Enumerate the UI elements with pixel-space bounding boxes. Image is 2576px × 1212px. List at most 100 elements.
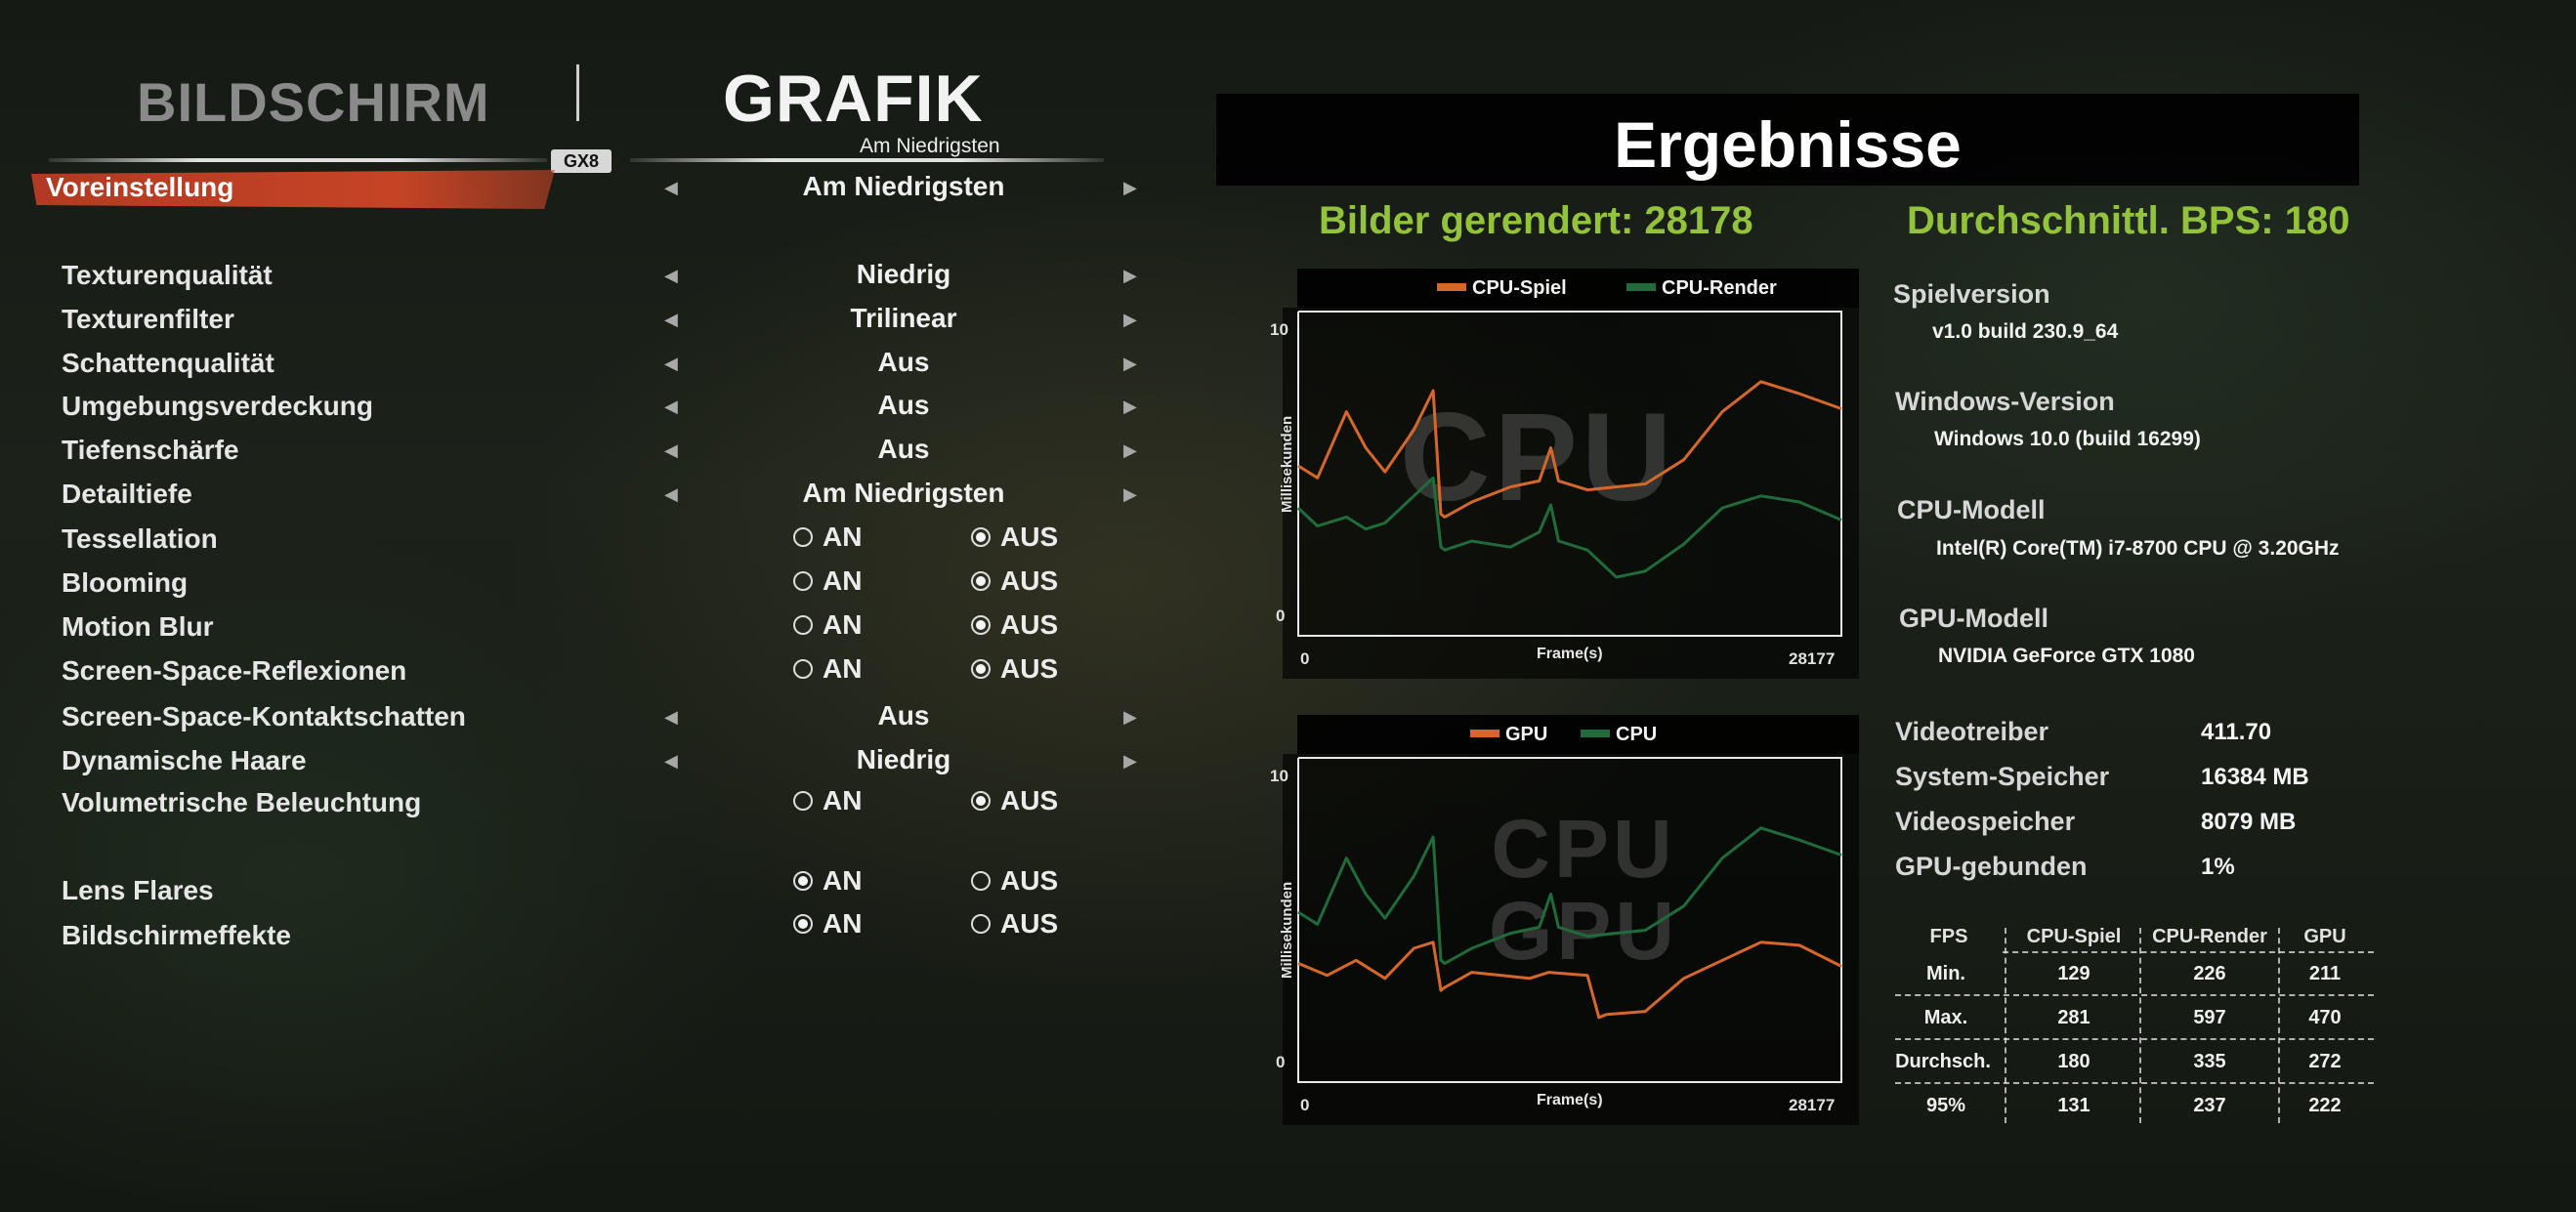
setting-row[interactable]: Texturenfilter ◀ Trilinear ▶ [0,298,1172,339]
tab-grafik[interactable]: GRAFIK [723,62,984,136]
windows-version-label: Windows-Version [1895,387,2115,416]
chart-background [1283,308,1859,679]
arrow-right-icon[interactable]: ▶ [1123,484,1137,504]
series-line-gpu [1297,940,1842,1020]
arrow-right-icon[interactable]: ▶ [1123,707,1137,727]
radio-on-icon [793,870,813,891]
legend-label: CPU [1616,724,1658,745]
radio-off-icon [971,913,991,934]
setting-row-preset[interactable]: Voreinstellung ◀ Am Niedrigsten ▶ [0,166,1172,209]
radio-aus[interactable]: AUS [971,785,1058,816]
radio-an[interactable]: AN [793,565,862,597]
setting-row: Motion Blur AN AUS [0,606,1172,647]
radio-aus[interactable]: AUS [971,522,1058,553]
arrow-left-icon[interactable]: ◀ [664,397,678,416]
fps-cell: 129 [2057,963,2090,984]
radio-an[interactable]: AN [793,908,862,940]
radio-on-icon [971,614,991,635]
fps-row-label: 95% [1925,1095,1966,1116]
arrow-right-icon[interactable]: ▶ [1123,397,1137,416]
radio-label: AUS [1000,522,1059,552]
results-title: Ergebnisse [1614,108,1962,181]
arrow-left-icon[interactable]: ◀ [664,440,678,460]
setting-label: Tiefenschärfe [62,435,239,465]
setting-label: Dynamische Haare [62,745,307,775]
arrow-right-icon[interactable]: ▶ [1123,440,1137,460]
setting-row[interactable]: Screen-Space-Kontaktschatten ◀ Aus ▶ [0,695,1172,736]
radio-off-icon [793,790,813,811]
arrow-left-icon[interactable]: ◀ [664,310,678,329]
radio-aus[interactable]: AUS [971,908,1058,940]
legend-label: CPU-Render [1662,277,1777,299]
radio-on-icon [971,570,991,591]
radio-an[interactable]: AN [793,653,862,685]
y-axis-label: Millisekunden [1279,881,1295,979]
radio-label: AN [823,565,863,596]
radio-on-icon [971,658,991,679]
fps-cell: 131 [2057,1095,2090,1116]
setting-row: Bildschirmeffekte AN AUS [0,904,1172,950]
cpu-model-label: CPU-Modell [1897,495,2046,524]
setting-row: Screen-Space-Reflexionen AN AUS [0,649,1172,690]
setting-row[interactable]: Umgebungsverdeckung ◀ Aus ▶ [0,385,1172,426]
radio-aus[interactable]: AUS [971,609,1058,641]
y-tick-label: 10 [1270,320,1288,339]
fps-cell: 226 [2193,963,2226,984]
legend-item-cpu-render: CPU-Render [1626,277,1777,300]
radio-aus[interactable]: AUS [971,653,1058,685]
arrow-left-icon[interactable]: ◀ [664,484,678,504]
legend-label: GPU [1505,724,1548,745]
table-divider [1895,1082,2374,1084]
radio-aus[interactable]: AUS [971,565,1058,597]
gpu-bound-label: GPU-gebunden [1895,852,2088,881]
setting-value: Trilinear [850,303,957,333]
radio-aus[interactable]: AUS [971,865,1058,897]
fps-cell: 597 [2193,1007,2226,1028]
gpu-bound-value: 1% [2201,854,2235,880]
tab-bildschirm[interactable]: BILDSCHIRM [137,71,490,133]
arrow-left-icon[interactable]: ◀ [664,707,678,727]
fps-header: CPU-Render [2152,926,2267,947]
arrow-left-icon[interactable]: ◀ [664,266,678,285]
arrow-right-icon[interactable]: ▶ [1123,266,1137,285]
arrow-right-icon[interactable]: ▶ [1123,751,1137,771]
arrow-right-icon[interactable]: ▶ [1123,178,1137,197]
arrow-right-icon[interactable]: ▶ [1123,354,1137,373]
radio-an[interactable]: AN [793,522,862,553]
arrow-left-icon[interactable]: ◀ [664,178,678,197]
setting-row[interactable]: Schattenqualität ◀ Aus ▶ [0,342,1172,383]
chart-background [1283,754,1859,1125]
setting-row[interactable]: Detailtiefe ◀ Am Niedrigsten ▶ [0,473,1172,514]
legend-item-cpu: CPU [1581,724,1657,746]
radio-label: AN [823,609,863,640]
setting-row[interactable]: Tiefenschärfe ◀ Aus ▶ [0,429,1172,470]
radio-label: AN [823,653,863,684]
legend-swatch [1581,730,1610,738]
radio-an[interactable]: AN [793,785,862,816]
fps-cell: 272 [2308,1051,2342,1072]
radio-an[interactable]: AN [793,609,862,641]
game-version-label: Spielversion [1893,279,2050,309]
average-fps: Durchschnittl. BPS: 180 [1907,199,2350,242]
setting-label: Texturenqualität [62,260,273,290]
game-version-value: v1.0 build 230.9_64 [1932,320,2119,343]
chart-legend: CPU-Spiel CPU-Render [1297,269,1859,308]
setting-row[interactable]: Dynamische Haare ◀ Niedrig ▶ [0,739,1172,780]
arrow-right-icon[interactable]: ▶ [1123,310,1137,329]
chart-axis [1297,311,1842,637]
table-divider [2278,928,2280,1123]
results-header: Ergebnisse [1216,94,2359,186]
tab-underline-right [630,158,1104,162]
gpu-model-value: NVIDIA GeForce GTX 1080 [1938,645,2195,667]
fps-cell: 335 [2193,1051,2226,1072]
chart-watermark: CPU GPU [1488,803,1679,977]
gpu-model-label: GPU-Modell [1899,604,2048,633]
radio-label: AN [823,865,863,896]
setting-row: Volumetrische Beleuchtung AN AUS [0,781,1172,822]
arrow-left-icon[interactable]: ◀ [664,751,678,771]
arrow-left-icon[interactable]: ◀ [664,354,678,373]
legend-swatch [1626,283,1656,292]
radio-an[interactable]: AN [793,865,862,897]
setting-row[interactable]: Texturenqualität ◀ Niedrig ▶ [0,254,1172,295]
setting-label: Screen-Space-Kontaktschatten [62,701,466,731]
